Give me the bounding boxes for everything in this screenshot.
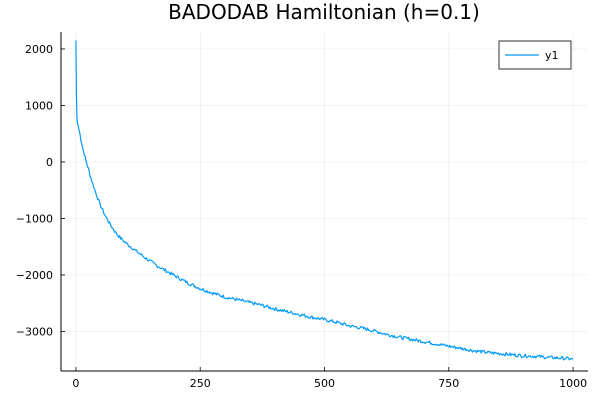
x-tick-label: 1000 xyxy=(559,377,587,390)
x-tick-label: 0 xyxy=(72,377,79,390)
legend-label-y1: y1 xyxy=(545,49,559,62)
y-tick-label: −1000 xyxy=(16,212,53,225)
y-tick-label: 0 xyxy=(46,156,53,169)
series-line-y1 xyxy=(75,40,574,361)
series-layer xyxy=(75,40,574,361)
x-tick-label: 250 xyxy=(190,377,211,390)
x-tick-label: 750 xyxy=(438,377,459,390)
tick-labels: 0 250 500 750 1000 2000 1000 0 −1000 −2000 −3000 xyxy=(16,43,587,390)
x-tick-label: 500 xyxy=(314,377,335,390)
y-tick-label: 2000 xyxy=(25,43,53,56)
y-tick-label: −3000 xyxy=(16,325,53,338)
grid xyxy=(61,32,588,371)
y-tick-label: −2000 xyxy=(16,269,53,282)
legend: y1 xyxy=(498,40,572,70)
chart-title: BADODAB Hamiltonian (h=0.1) xyxy=(168,0,480,24)
axes xyxy=(60,32,588,372)
y-tick-label: 1000 xyxy=(25,99,53,112)
